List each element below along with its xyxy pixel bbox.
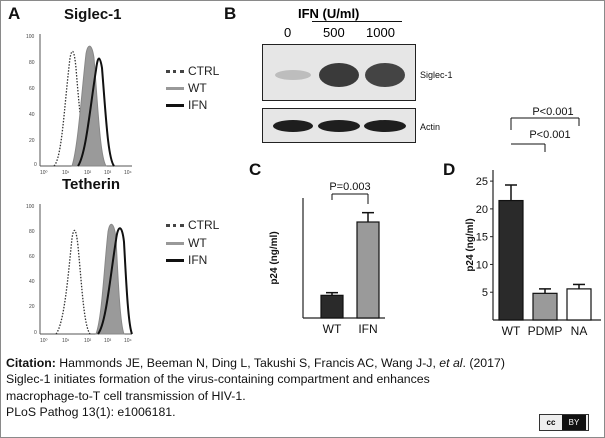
bar-pdmp (532, 292, 558, 321)
band (275, 70, 311, 80)
ifn-swatch (166, 258, 184, 262)
band (365, 63, 405, 87)
y-tick: 60 (29, 86, 35, 92)
panel-b-letter: B (224, 4, 237, 23)
ctrl-swatch (166, 223, 184, 227)
legend-ctrl: CTRL (166, 218, 219, 232)
citation-title-2: macrophage-to-T cell transmission of HIV… (6, 388, 246, 403)
siglec1-histogram-title: Siglec-1 (64, 6, 122, 23)
y-tick: 20 (29, 138, 35, 144)
siglec1-band-label: Siglec-1 (420, 70, 453, 80)
cc-icon: cc (546, 418, 556, 427)
wt-swatch (166, 86, 184, 90)
x-tick: 10⁰ (40, 338, 48, 344)
y-tick: 60 (29, 254, 35, 260)
cc-by-badge: cc BY (539, 414, 589, 431)
wt-curve (71, 45, 107, 167)
x-tick: 10² (84, 338, 92, 344)
lane-500: 500 (323, 25, 345, 40)
ifn-curve (97, 227, 133, 335)
by-icon: BY (562, 415, 586, 430)
x-tick: 10² (84, 170, 92, 176)
y-tick: 40 (29, 279, 35, 285)
y-tick-label: 25 (476, 176, 488, 188)
citation-authors: Hammonds JE, Beeman N, Ding L, Takushi S… (59, 356, 436, 370)
lane-1000: 1000 (366, 25, 395, 40)
x-tick: 10³ (104, 338, 112, 344)
y-tick-label: 10 (476, 259, 488, 271)
ctrl-curve (53, 50, 91, 167)
y-axis-label: p24 (ng/ml) (465, 218, 476, 271)
y-tick: 0 (34, 162, 37, 168)
bar-wt (498, 199, 524, 321)
y-tick-label: 15 (476, 232, 488, 244)
legend-ifn: IFN (166, 98, 207, 112)
bar-ifn (356, 221, 380, 319)
citation-year: . (2017) (462, 356, 505, 370)
legend-wt: WT (166, 236, 207, 250)
tetherin-histogram: 100 80 60 40 20 0 10⁰ 10¹ 10² 10³ 10⁴ (26, 204, 133, 344)
band (319, 63, 359, 87)
y-tick: 100 (26, 34, 35, 40)
x-tick-label: NA (571, 324, 588, 338)
y-tick: 80 (29, 229, 35, 235)
ifn-swatch (166, 103, 184, 107)
ifn-dose-header: IFN (U/ml) (298, 6, 360, 21)
x-tick: 10⁰ (40, 170, 48, 176)
flow-histograms: 100 80 60 40 20 0 10⁰ 10¹ 10² 10³ 10⁴ 10… (26, 34, 133, 344)
band (273, 120, 313, 132)
panel-d-letter: D (443, 160, 456, 179)
wt-swatch (166, 241, 184, 245)
citation-block: Citation: Hammonds JE, Beeman N, Ding L,… (6, 355, 598, 420)
x-tick: 10¹ (62, 338, 70, 344)
x-tick: 10³ (104, 170, 112, 176)
legend-ctrl: CTRL (166, 64, 219, 78)
band (364, 120, 406, 132)
x-tick-label: PDMP (528, 324, 563, 338)
y-tick: 80 (29, 60, 35, 66)
y-tick: 20 (29, 304, 35, 310)
ifn-curve (77, 57, 115, 167)
actin-blot (262, 108, 416, 143)
p-value-label: P<0.001 (532, 106, 573, 118)
chart-d: 5 10 15 20 25 WT PDMP NA p24 (ng/ml) P<0.001 P<0.0… (465, 106, 601, 338)
dose-bracket (312, 21, 402, 22)
chart-c: WT IFN p24 (ng/ml) P=0.003 (269, 181, 385, 336)
panel-c-letter: C (249, 160, 262, 179)
panel-a-letter: A (8, 4, 21, 23)
p-value-label: P<0.001 (529, 129, 570, 141)
ctrl-curve (55, 229, 91, 335)
x-tick-label: IFN (358, 322, 377, 336)
x-tick: 10⁴ (124, 338, 132, 344)
x-tick-label: WT (323, 322, 342, 336)
x-tick: 10¹ (62, 170, 70, 176)
tetherin-histogram-title: Tetherin (62, 176, 121, 193)
ctrl-swatch (166, 69, 184, 73)
y-tick: 40 (29, 112, 35, 118)
citation-label: Citation: (6, 356, 56, 370)
bar-na (566, 288, 592, 321)
citation-journal: PLoS Pathog 13(1): e1006181. (6, 404, 176, 419)
y-axis-label: p24 (ng/ml) (269, 231, 280, 284)
legend-wt: WT (166, 81, 207, 95)
legend-ifn: IFN (166, 253, 207, 267)
y-tick-label: 5 (482, 287, 488, 299)
siglec1-blot (262, 44, 416, 101)
x-tick: 10⁴ (124, 170, 132, 176)
y-tick: 0 (34, 330, 37, 336)
lane-0: 0 (284, 25, 292, 40)
actin-band-label: Actin (420, 122, 441, 132)
bar-wt (320, 294, 344, 319)
citation-title-1: Siglec-1 initiates formation of the viru… (6, 372, 430, 387)
y-tick-label: 20 (476, 204, 488, 216)
x-tick-label: WT (502, 324, 521, 338)
y-tick: 100 (26, 204, 35, 210)
citation-etal: et al (439, 356, 463, 370)
siglec1-histogram: 100 80 60 40 20 0 10⁰ 10¹ 10² 10³ 10⁴ (26, 34, 132, 176)
p-value-label: P=0.003 (329, 181, 370, 193)
band (318, 120, 360, 132)
